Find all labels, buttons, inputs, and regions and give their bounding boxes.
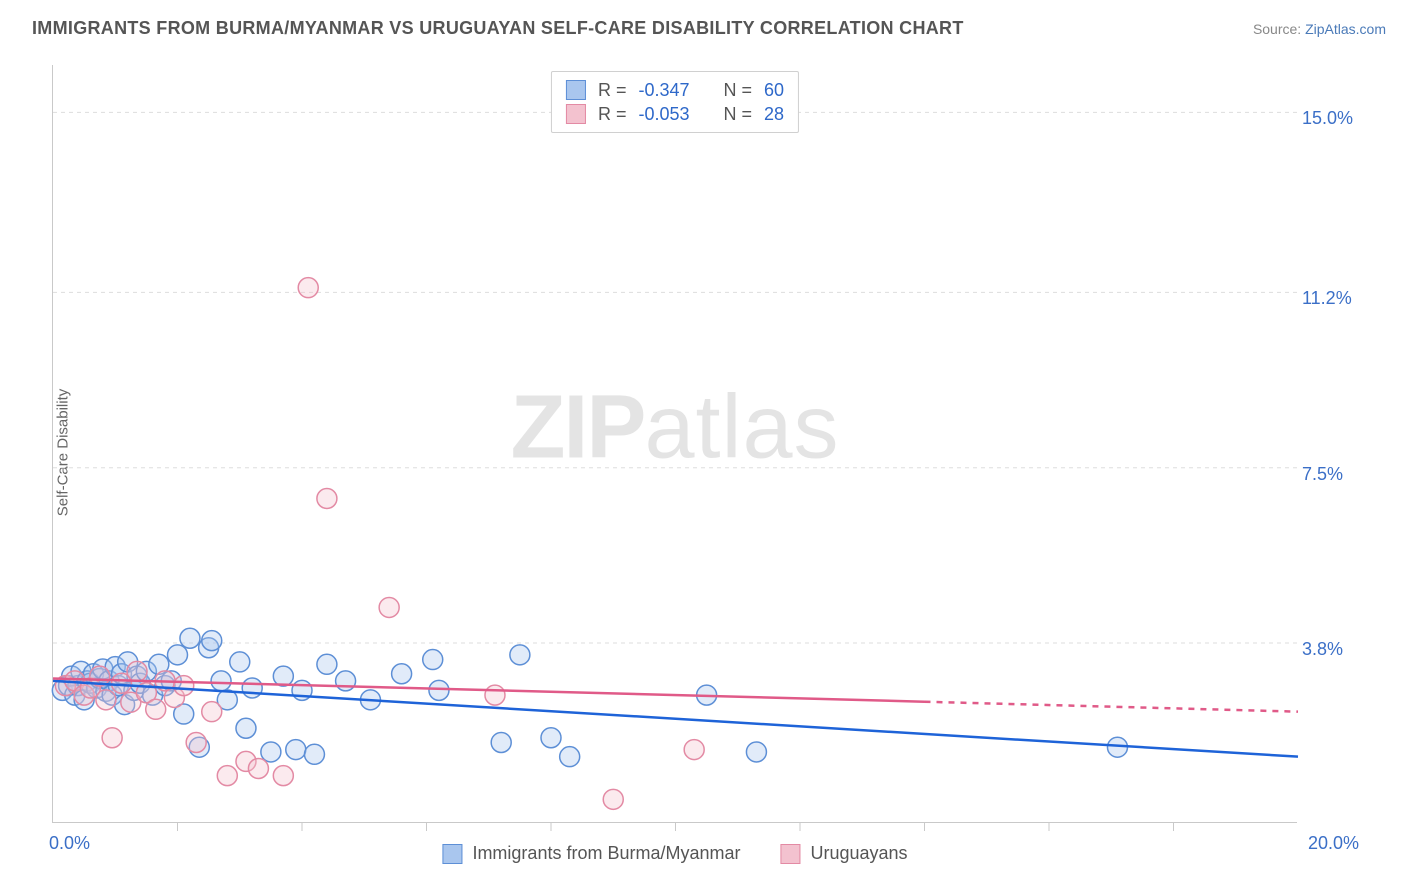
- scatter-point: [186, 732, 206, 752]
- x-tick-min: 0.0%: [49, 833, 90, 854]
- scatter-point: [273, 666, 293, 686]
- scatter-point: [317, 488, 337, 508]
- scatter-point: [248, 759, 268, 779]
- chart-title: IMMIGRANTS FROM BURMA/MYANMAR VS URUGUAY…: [32, 18, 964, 39]
- n-value: 28: [764, 102, 784, 126]
- y-tick-label: 7.5%: [1302, 464, 1362, 485]
- scatter-point: [146, 699, 166, 719]
- scatter-point: [180, 628, 200, 648]
- x-tick-max: 20.0%: [1308, 833, 1359, 854]
- scatter-point: [304, 744, 324, 764]
- scatter-point: [286, 740, 306, 760]
- scatter-point: [379, 597, 399, 617]
- trend-line: [53, 681, 1298, 757]
- scatter-point: [236, 718, 256, 738]
- scatter-point: [423, 650, 443, 670]
- scatter-point: [510, 645, 530, 665]
- scatter-point: [560, 747, 580, 767]
- scatter-point: [541, 728, 561, 748]
- legend-swatch: [566, 104, 586, 124]
- scatter-point: [392, 664, 412, 684]
- scatter-point: [746, 742, 766, 762]
- scatter-point: [684, 740, 704, 760]
- source-label: Source:: [1253, 21, 1301, 37]
- scatter-point: [429, 680, 449, 700]
- scatter-point: [336, 671, 356, 691]
- r-label: R =: [598, 102, 627, 126]
- n-label: N =: [724, 78, 753, 102]
- scatter-point: [261, 742, 281, 762]
- plot-svg: [53, 65, 1298, 823]
- legend-correlation: R = -0.347 N = 60 R = -0.053 N = 28: [551, 71, 799, 133]
- scatter-point: [96, 690, 116, 710]
- scatter-point: [485, 685, 505, 705]
- legend-row: R = -0.347 N = 60: [566, 78, 784, 102]
- legend-item: Immigrants from Burma/Myanmar: [442, 843, 740, 864]
- scatter-point: [211, 671, 231, 691]
- y-tick-label: 11.2%: [1302, 288, 1362, 309]
- scatter-point: [273, 766, 293, 786]
- title-bar: IMMIGRANTS FROM BURMA/MYANMAR VS URUGUAY…: [32, 18, 1386, 39]
- scatter-point: [230, 652, 250, 672]
- scatter-point: [217, 766, 237, 786]
- legend-series: Immigrants from Burma/Myanmar Uruguayans: [442, 843, 907, 864]
- trend-line-dashed: [925, 702, 1299, 712]
- r-value: -0.347: [638, 78, 689, 102]
- scatter-point: [102, 728, 122, 748]
- scatter-point: [174, 676, 194, 696]
- legend-item: Uruguayans: [781, 843, 908, 864]
- scatter-point: [127, 661, 147, 681]
- source-link[interactable]: ZipAtlas.com: [1305, 21, 1386, 37]
- y-tick-label: 3.8%: [1302, 639, 1362, 660]
- legend-swatch: [566, 80, 586, 100]
- r-label: R =: [598, 78, 627, 102]
- legend-swatch: [781, 844, 801, 864]
- chart-container: IMMIGRANTS FROM BURMA/MYANMAR VS URUGUAY…: [0, 0, 1406, 892]
- scatter-point: [202, 702, 222, 722]
- legend-row: R = -0.053 N = 28: [566, 102, 784, 126]
- scatter-point: [317, 654, 337, 674]
- n-value: 60: [764, 78, 784, 102]
- n-label: N =: [724, 102, 753, 126]
- scatter-point: [603, 789, 623, 809]
- plot-area: Self-Care Disability ZIPatlas R =-0.347N…: [52, 65, 1297, 823]
- scatter-point: [298, 278, 318, 298]
- legend-label: Uruguayans: [811, 843, 908, 864]
- source: Source: ZipAtlas.com: [1253, 21, 1386, 37]
- scatter-point: [202, 631, 222, 651]
- legend-swatch: [442, 844, 462, 864]
- r-value: -0.053: [638, 102, 689, 126]
- scatter-point: [168, 645, 188, 665]
- scatter-point: [242, 678, 262, 698]
- legend-label: Immigrants from Burma/Myanmar: [472, 843, 740, 864]
- scatter-point: [491, 732, 511, 752]
- y-tick-label: 15.0%: [1302, 108, 1362, 129]
